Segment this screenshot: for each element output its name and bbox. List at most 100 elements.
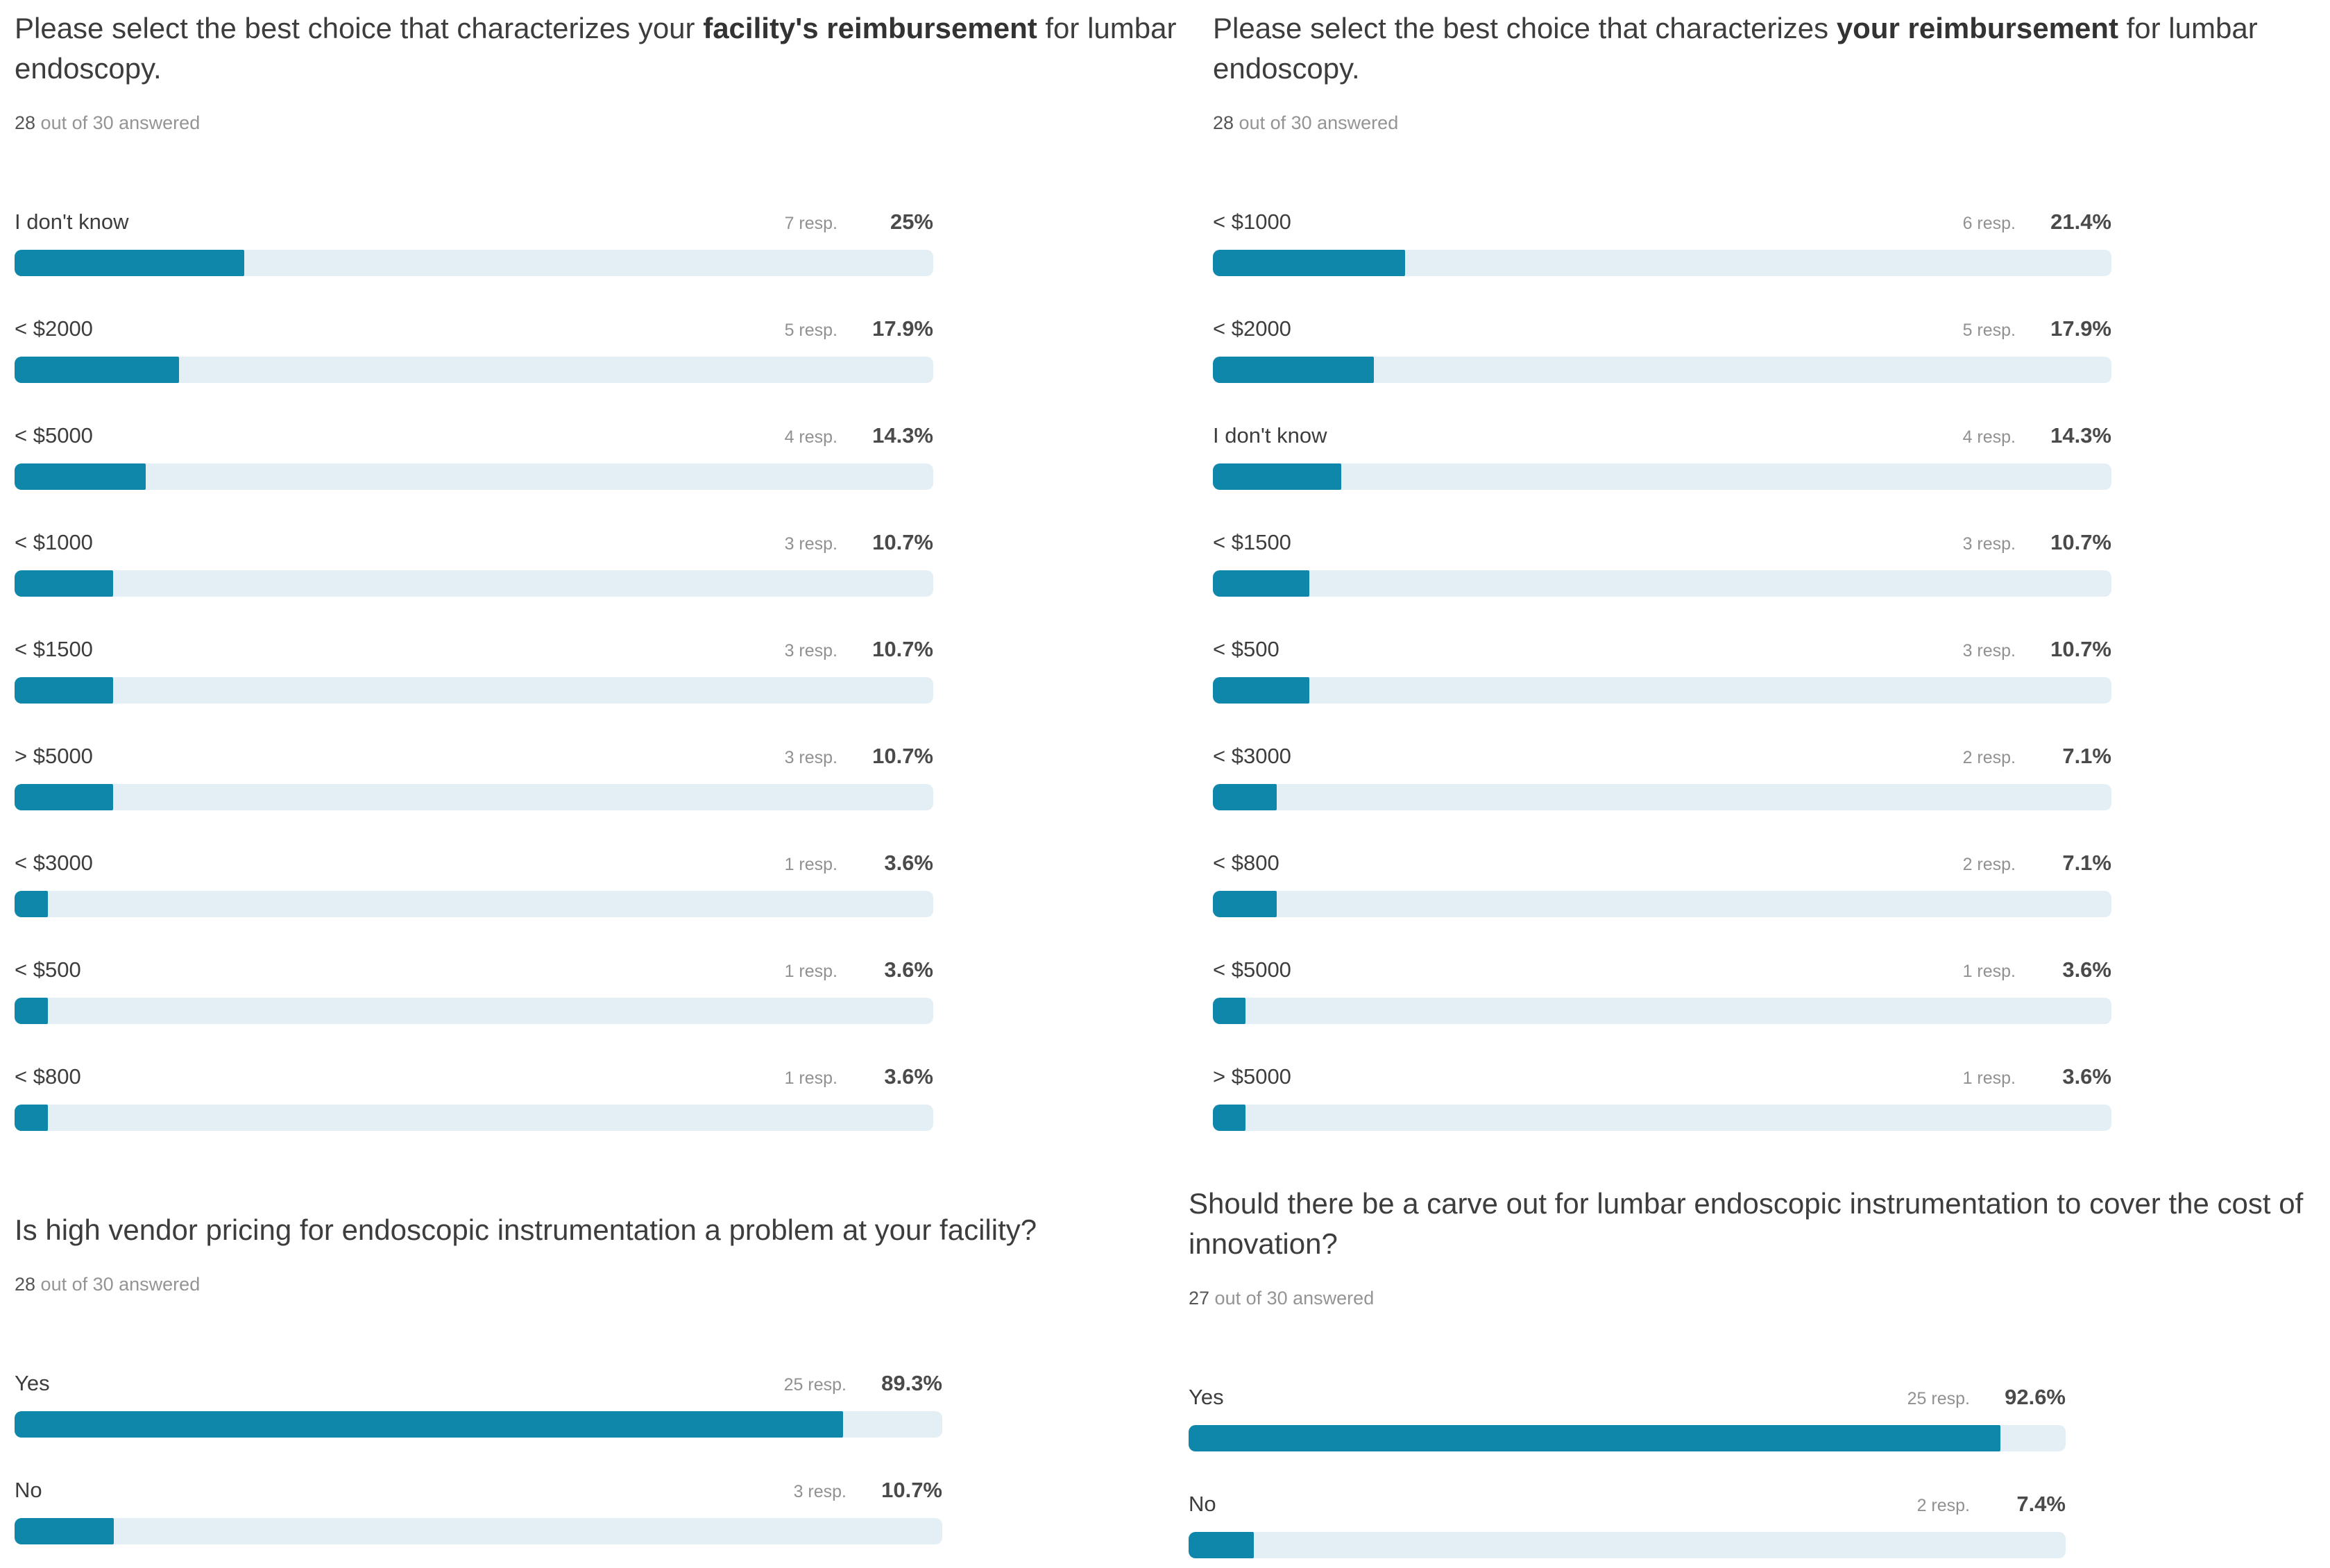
answer-stats: 3 resp. 10.7% xyxy=(1963,530,2111,555)
answer-label: < $500 xyxy=(15,957,81,982)
response-count: 5 resp. xyxy=(1962,321,2016,340)
answer-row-header: Yes 25 resp. 89.3% xyxy=(15,1371,942,1396)
answer-label: < $1000 xyxy=(15,530,93,554)
question-title-bold: facility's reimbursement xyxy=(703,12,1037,44)
question-title-text: Is high vendor pricing for endoscopic in… xyxy=(15,1213,1037,1246)
bar-fill xyxy=(1213,677,1309,704)
response-count: 1 resp. xyxy=(784,855,837,874)
bar-track xyxy=(15,463,933,490)
response-percent: 21.4% xyxy=(2050,210,2111,234)
answer-row-header: > $5000 1 resp. 3.6% xyxy=(1213,1064,2111,1089)
response-percent: 3.6% xyxy=(884,957,933,982)
response-percent: 3.6% xyxy=(2062,957,2111,982)
response-count: 3 resp. xyxy=(793,1482,847,1501)
answer-row: < $800 2 resp. 7.1% xyxy=(1213,851,2111,917)
response-percent: 10.7% xyxy=(872,530,933,554)
answer-stats: 3 resp. 10.7% xyxy=(785,530,933,555)
answer-label: No xyxy=(15,1478,42,1502)
response-percent: 10.7% xyxy=(2050,637,2111,661)
bar-fill xyxy=(15,1518,114,1544)
bar-fill xyxy=(1213,891,1277,917)
bar-track xyxy=(1213,1105,2111,1131)
response-percent: 10.7% xyxy=(881,1478,942,1502)
answer-row-header: < $2000 5 resp. 17.9% xyxy=(15,316,933,341)
response-count: 3 resp. xyxy=(784,748,837,767)
answer-label: < $800 xyxy=(1213,851,1279,875)
answered-count: 28 xyxy=(15,112,36,133)
answer-row-header: < $800 2 resp. 7.1% xyxy=(1213,851,2111,876)
answer-row: < $3000 1 resp. 3.6% xyxy=(15,851,933,917)
answered-suffix: out of 30 answered xyxy=(1209,1288,1375,1309)
answer-row-header: No 2 resp. 7.4% xyxy=(1189,1492,2066,1517)
answer-rows: Yes 25 resp. 89.3% No 3 resp. 10.7% xyxy=(15,1371,942,1544)
answer-row: Yes 25 resp. 92.6% xyxy=(1189,1385,2066,1451)
response-percent: 89.3% xyxy=(881,1371,942,1395)
answer-row-header: < $5000 4 resp. 14.3% xyxy=(15,423,933,448)
answer-row: < $500 3 resp. 10.7% xyxy=(1213,637,2111,704)
answer-label: < $2000 xyxy=(15,316,93,341)
answer-stats: 1 resp. 3.6% xyxy=(1963,957,2111,982)
answer-row: No 3 resp. 10.7% xyxy=(15,1478,942,1544)
answered-summary: 28 out of 30 answered xyxy=(15,1274,1243,1295)
answer-label: < $3000 xyxy=(15,851,93,875)
question-block-your-reimbursement: Please select the best choice that chara… xyxy=(1213,8,2330,1171)
bar-track xyxy=(1213,250,2111,276)
bar-track xyxy=(15,570,933,597)
bar-track xyxy=(1213,357,2111,383)
question-title-text: for lumbar endoscopy. xyxy=(1213,12,2258,85)
answer-stats: 1 resp. 3.6% xyxy=(1963,1064,2111,1089)
bar-fill xyxy=(15,1105,48,1131)
question-block-facility-reimbursement: Please select the best choice that chara… xyxy=(15,8,1243,1171)
answer-row: I don't know 4 resp. 14.3% xyxy=(1213,423,2111,490)
answer-row-header: < $800 1 resp. 3.6% xyxy=(15,1064,933,1089)
bar-track xyxy=(15,998,933,1024)
response-count: 3 resp. xyxy=(1962,641,2016,661)
answer-stats: 5 resp. 17.9% xyxy=(1963,316,2111,341)
question-title-text: for lumbar endoscopy. xyxy=(15,12,1177,85)
question-title: Please select the best choice that chara… xyxy=(1213,8,2330,89)
response-count: 1 resp. xyxy=(784,962,837,981)
answer-label: < $800 xyxy=(15,1064,81,1089)
answer-row: No 2 resp. 7.4% xyxy=(1189,1492,2066,1558)
bar-fill xyxy=(1189,1532,1254,1558)
answer-label: < $2000 xyxy=(1213,316,1291,341)
answer-label: I don't know xyxy=(1213,423,1327,448)
response-percent: 10.7% xyxy=(872,744,933,768)
answer-row-header: < $3000 1 resp. 3.6% xyxy=(15,851,933,876)
answer-stats: 1 resp. 3.6% xyxy=(785,1064,933,1089)
bar-fill xyxy=(15,250,244,276)
answered-suffix: out of 30 answered xyxy=(35,1274,201,1295)
bar-fill xyxy=(15,357,179,383)
bar-fill xyxy=(15,463,146,490)
answer-row-header: I don't know 7 resp. 25% xyxy=(15,210,933,235)
response-count: 3 resp. xyxy=(784,641,837,661)
response-count: 1 resp. xyxy=(1962,962,2016,981)
answer-stats: 1 resp. 3.6% xyxy=(785,851,933,876)
response-percent: 17.9% xyxy=(2050,316,2111,341)
answer-row: < $1500 3 resp. 10.7% xyxy=(1213,530,2111,597)
answer-row: > $5000 1 resp. 3.6% xyxy=(1213,1064,2111,1131)
question-block-carve-out: Should there be a carve out for lumbar e… xyxy=(1189,1184,2330,1568)
bar-fill xyxy=(1213,1105,1245,1131)
answer-label: > $5000 xyxy=(1213,1064,1291,1089)
answer-stats: 3 resp. 10.7% xyxy=(785,637,933,662)
bar-track xyxy=(1189,1425,2066,1451)
answered-suffix: out of 30 answered xyxy=(1234,112,1399,133)
answer-label: I don't know xyxy=(15,210,129,234)
answer-stats: 5 resp. 17.9% xyxy=(785,316,933,341)
answered-summary: 27 out of 30 answered xyxy=(1189,1288,2330,1309)
question-title: Should there be a carve out for lumbar e… xyxy=(1189,1184,2330,1264)
answer-row-header: < $500 1 resp. 3.6% xyxy=(15,957,933,982)
response-count: 4 resp. xyxy=(784,427,837,447)
bar-fill xyxy=(1213,784,1277,810)
answer-row-header: I don't know 4 resp. 14.3% xyxy=(1213,423,2111,448)
answer-label: < $500 xyxy=(1213,637,1279,661)
answer-stats: 2 resp. 7.1% xyxy=(1963,744,2111,769)
bar-track xyxy=(1213,570,2111,597)
response-percent: 14.3% xyxy=(872,423,933,448)
answer-stats: 3 resp. 10.7% xyxy=(794,1478,942,1503)
question-title-text: Please select the best choice that chara… xyxy=(1213,12,1837,44)
response-count: 4 resp. xyxy=(1962,427,2016,447)
response-percent: 92.6% xyxy=(2005,1385,2066,1409)
answer-label: < $1500 xyxy=(15,637,93,661)
